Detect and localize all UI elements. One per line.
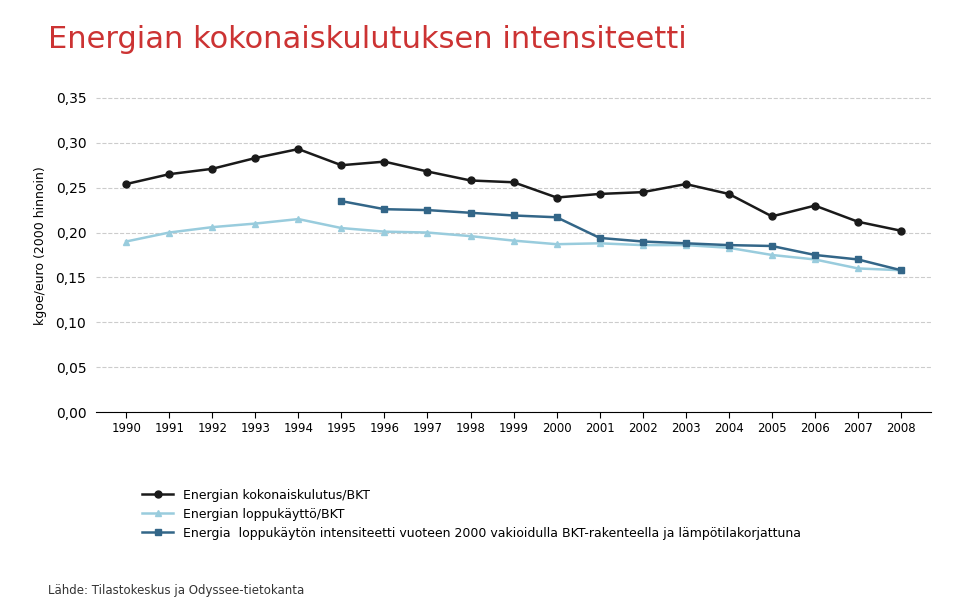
Energian kokonaiskulutus/BKT <box>378 158 390 165</box>
Energian kokonaiskulutus/BKT <box>766 213 778 220</box>
Energian loppukäyttö/BKT <box>336 224 348 232</box>
Energian loppukäyttö/BKT <box>896 266 907 274</box>
Energian kokonaiskulutus/BKT <box>508 178 519 186</box>
Energia  loppukäytön intensiteetti vuoteen 2000 vakioidulla BKT-rakenteella ja lämpötilakorjattuna <box>378 205 390 213</box>
Energia  loppukäytön intensiteetti vuoteen 2000 vakioidulla BKT-rakenteella ja lämpötilakorjattuna <box>421 207 433 214</box>
Energian kokonaiskulutus/BKT <box>680 180 691 188</box>
Energian kokonaiskulutus/BKT <box>120 180 132 188</box>
Energian loppukäyttö/BKT <box>766 252 778 259</box>
Legend: Energian kokonaiskulutus/BKT, Energian loppukäyttö/BKT, Energia  loppukäytön int: Energian kokonaiskulutus/BKT, Energian l… <box>137 484 806 546</box>
Energian kokonaiskulutus/BKT <box>336 162 348 169</box>
Energia  loppukäytön intensiteetti vuoteen 2000 vakioidulla BKT-rakenteella ja lämpötilakorjattuna <box>637 238 649 245</box>
Energia  loppukäytön intensiteetti vuoteen 2000 vakioidulla BKT-rakenteella ja lämpötilakorjattuna <box>809 252 821 259</box>
Line: Energian kokonaiskulutus/BKT: Energian kokonaiskulutus/BKT <box>123 146 904 234</box>
Energia  loppukäytön intensiteetti vuoteen 2000 vakioidulla BKT-rakenteella ja lämpötilakorjattuna <box>852 256 864 263</box>
Energian loppukäyttö/BKT <box>551 240 563 248</box>
Text: Lähde: Tilastokeskus ja Odyssee-tietokanta: Lähde: Tilastokeskus ja Odyssee-tietokan… <box>48 584 304 597</box>
Energian kokonaiskulutus/BKT <box>896 227 907 234</box>
Energian loppukäyttö/BKT <box>723 244 734 252</box>
Energian loppukäyttö/BKT <box>594 240 606 247</box>
Energian loppukäyttö/BKT <box>809 256 821 263</box>
Energian kokonaiskulutus/BKT <box>465 177 476 184</box>
Energian kokonaiskulutus/BKT <box>594 190 606 197</box>
Energian loppukäyttö/BKT <box>120 238 132 245</box>
Y-axis label: kgoe/euro (2000 hinnoin): kgoe/euro (2000 hinnoin) <box>35 167 47 325</box>
Energian kokonaiskulutus/BKT <box>809 202 821 209</box>
Energian kokonaiskulutus/BKT <box>250 154 261 162</box>
Energia  loppukäytön intensiteetti vuoteen 2000 vakioidulla BKT-rakenteella ja lämpötilakorjattuna <box>680 240 691 247</box>
Energian kokonaiskulutus/BKT <box>163 170 175 178</box>
Energian loppukäyttö/BKT <box>508 237 519 244</box>
Energian loppukäyttö/BKT <box>293 215 304 223</box>
Energian kokonaiskulutus/BKT <box>293 145 304 153</box>
Energian kokonaiskulutus/BKT <box>421 168 433 175</box>
Energian loppukäyttö/BKT <box>206 223 218 231</box>
Energian loppukäyttö/BKT <box>680 242 691 249</box>
Energian kokonaiskulutus/BKT <box>723 190 734 197</box>
Energia  loppukäytön intensiteetti vuoteen 2000 vakioidulla BKT-rakenteella ja lämpötilakorjattuna <box>896 266 907 274</box>
Energian loppukäyttö/BKT <box>637 242 649 249</box>
Energia  loppukäytön intensiteetti vuoteen 2000 vakioidulla BKT-rakenteella ja lämpötilakorjattuna <box>551 213 563 221</box>
Energia  loppukäytön intensiteetti vuoteen 2000 vakioidulla BKT-rakenteella ja lämpötilakorjattuna <box>336 197 348 205</box>
Energian kokonaiskulutus/BKT <box>852 218 864 226</box>
Energia  loppukäytön intensiteetti vuoteen 2000 vakioidulla BKT-rakenteella ja lämpötilakorjattuna <box>465 209 476 216</box>
Energia  loppukäytön intensiteetti vuoteen 2000 vakioidulla BKT-rakenteella ja lämpötilakorjattuna <box>723 242 734 249</box>
Energian loppukäyttö/BKT <box>378 228 390 236</box>
Energian kokonaiskulutus/BKT <box>551 194 563 201</box>
Line: Energia  loppukäytön intensiteetti vuoteen 2000 vakioidulla BKT-rakenteella ja lämpötilakorjattuna: Energia loppukäytön intensiteetti vuotee… <box>339 199 904 273</box>
Line: Energian loppukäyttö/BKT: Energian loppukäyttö/BKT <box>123 216 904 274</box>
Energian loppukäyttö/BKT <box>250 220 261 228</box>
Energian loppukäyttö/BKT <box>465 232 476 240</box>
Energia  loppukäytön intensiteetti vuoteen 2000 vakioidulla BKT-rakenteella ja lämpötilakorjattuna <box>766 242 778 250</box>
Text: Energian kokonaiskulutuksen intensiteetti: Energian kokonaiskulutuksen intensiteett… <box>48 25 686 54</box>
Energia  loppukäytön intensiteetti vuoteen 2000 vakioidulla BKT-rakenteella ja lämpötilakorjattuna <box>508 212 519 219</box>
Energian loppukäyttö/BKT <box>852 264 864 272</box>
Energian loppukäyttö/BKT <box>163 229 175 236</box>
Energian kokonaiskulutus/BKT <box>206 165 218 172</box>
Energian kokonaiskulutus/BKT <box>637 188 649 196</box>
Energia  loppukäytön intensiteetti vuoteen 2000 vakioidulla BKT-rakenteella ja lämpötilakorjattuna <box>594 234 606 242</box>
Energian loppukäyttö/BKT <box>421 229 433 236</box>
